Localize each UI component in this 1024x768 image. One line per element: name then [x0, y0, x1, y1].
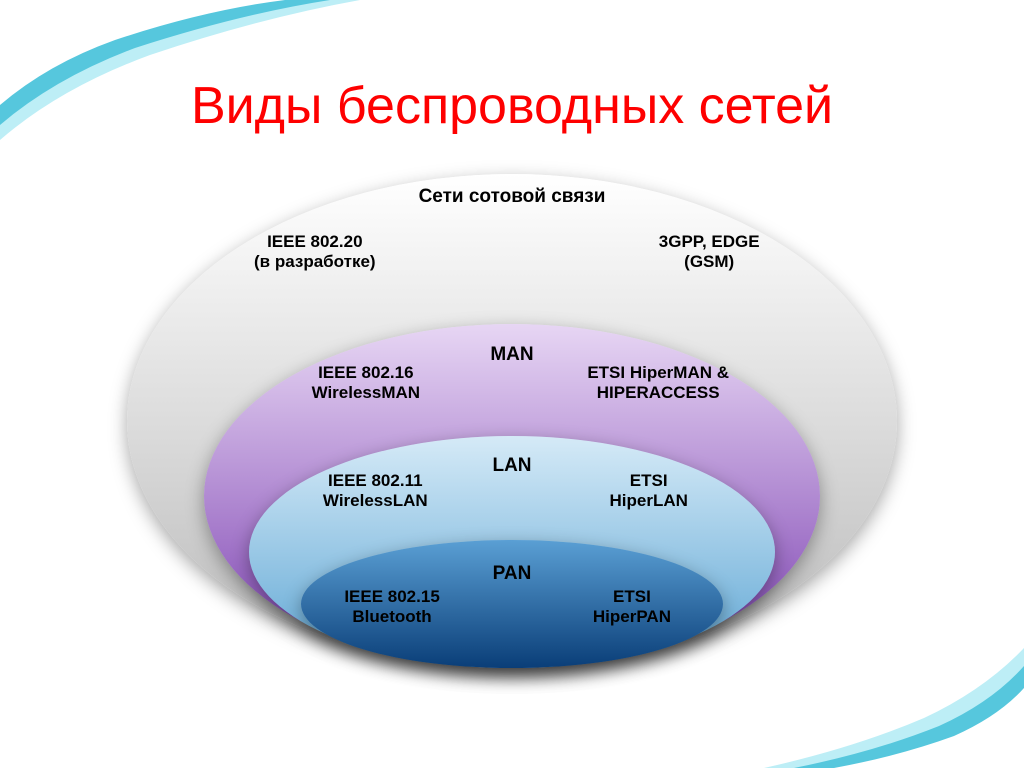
ring-right-man: ETSI HiperMAN & HIPERACCESS: [563, 363, 753, 402]
ring-left-pan: IEEE 802.15 Bluetooth: [297, 587, 487, 626]
ring-label-cellular: Сети сотовой связи: [312, 186, 712, 208]
ring-right-pan: ETSI HiperPAN: [537, 587, 727, 626]
diagram-stage: Сети сотовой связи IEEE 802.20 (в разрабо…: [0, 0, 1024, 768]
ring-left-lan: IEEE 802.11 WirelessLAN: [280, 471, 470, 510]
ring-left-cellular: IEEE 802.20 (в разработке): [220, 232, 410, 271]
ring-right-cellular: 3GPP, EDGE (GSM): [614, 232, 804, 271]
ring-left-man: IEEE 802.16 WirelessMAN: [271, 363, 461, 402]
ring-right-lan: ETSI HiperLAN: [554, 471, 744, 510]
ring-label-pan: PAN: [312, 563, 712, 585]
